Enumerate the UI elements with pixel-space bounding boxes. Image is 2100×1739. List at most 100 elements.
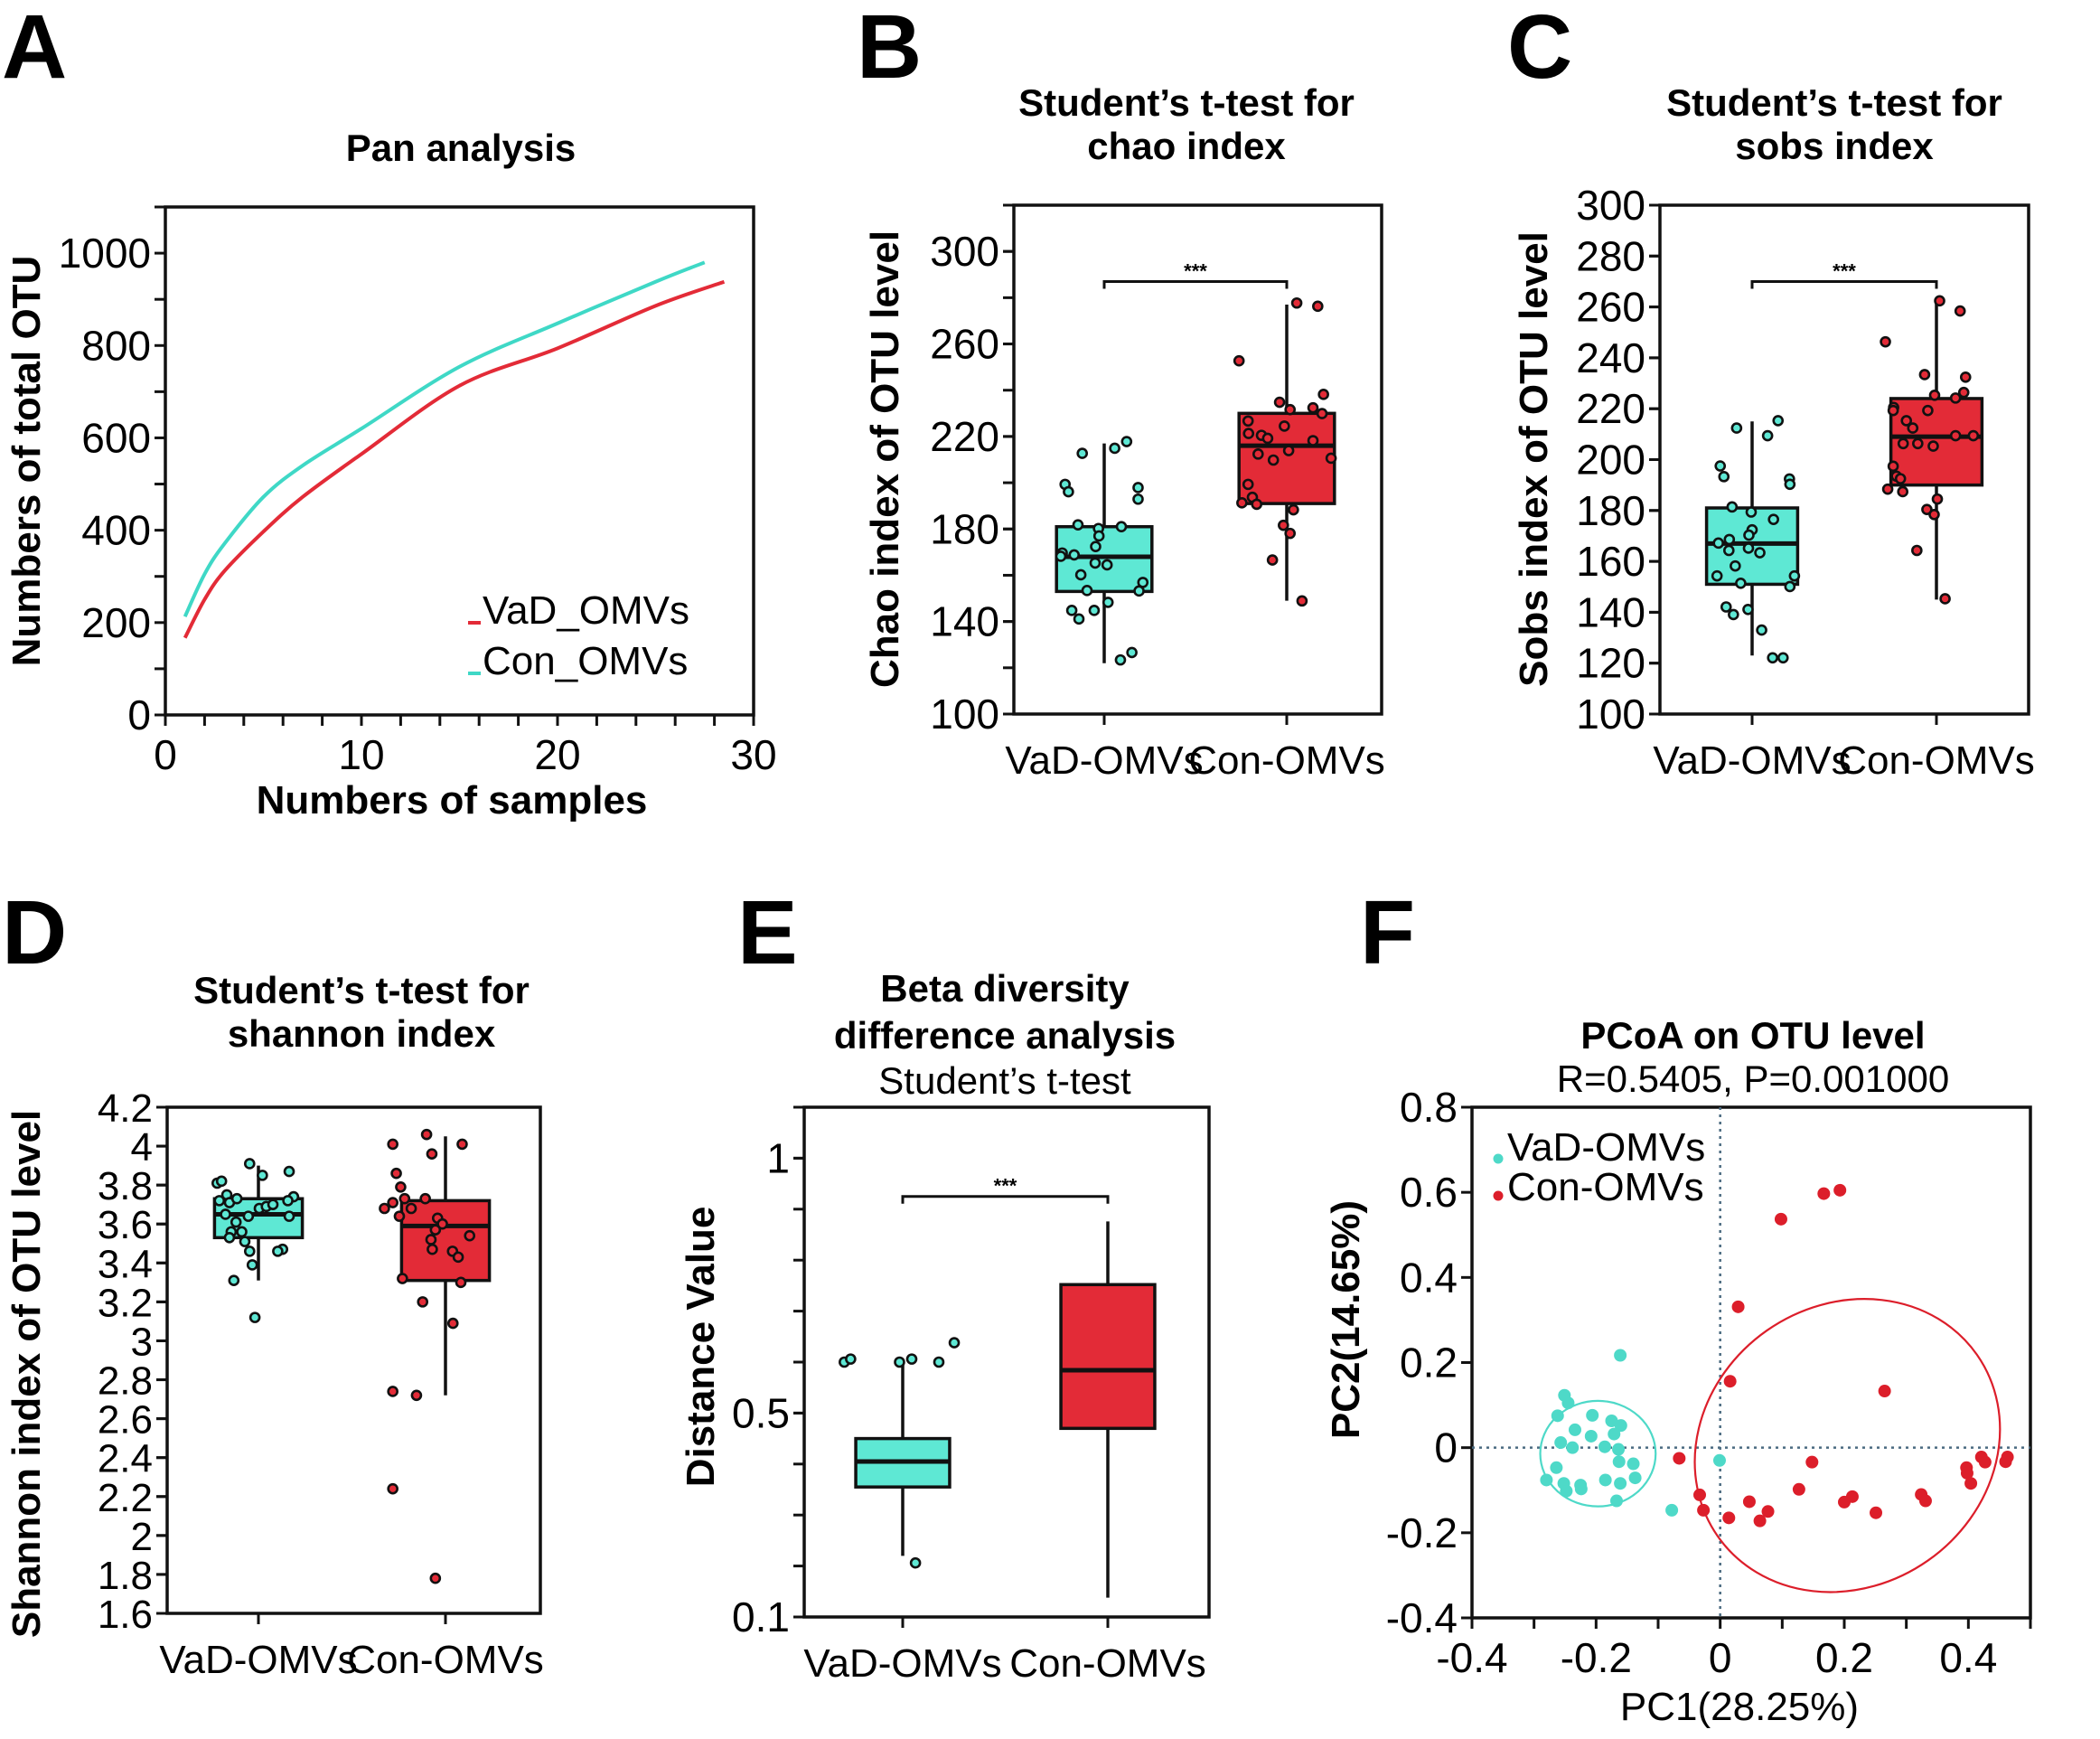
- data-point: [1784, 580, 1796, 593]
- y-tick-label: 1.6: [98, 1593, 153, 1637]
- chart-title-line-2: chao index: [1087, 125, 1286, 167]
- y-tick-label: 2: [131, 1515, 153, 1559]
- data-point: [1561, 1396, 1575, 1410]
- y-tick-label: 100: [1576, 691, 1645, 738]
- data-point: [1967, 429, 1980, 442]
- data-point: [1881, 483, 1894, 495]
- y-tick-label: 280: [1576, 232, 1645, 279]
- data-point: [1252, 448, 1264, 460]
- data-point: [1754, 547, 1766, 559]
- data-point: [1743, 529, 1755, 541]
- data-point: [1627, 1457, 1640, 1471]
- plot-area: [211, 1128, 492, 1584]
- data-point: [1922, 404, 1934, 417]
- data-point: [1742, 542, 1755, 554]
- data-point: [1554, 1436, 1568, 1450]
- data-point: [1918, 369, 1931, 381]
- data-point: [1278, 519, 1289, 531]
- y-tick-label: 260: [1576, 284, 1645, 331]
- plot-area: [1472, 1107, 2030, 1618]
- chart-title-line-1: Student’s t-test for: [193, 969, 530, 1011]
- data-point: [1714, 460, 1727, 472]
- x-tick-label: VaD-OMVs: [1005, 738, 1203, 783]
- data-point: [1568, 1423, 1581, 1436]
- data-point: [1665, 1503, 1679, 1517]
- data-point: [1838, 1495, 1851, 1509]
- data-point: [1267, 454, 1280, 466]
- data-point: [1090, 540, 1102, 553]
- x-axis-label: PC1(28.25%): [1620, 1685, 1859, 1729]
- data-point: [1959, 371, 1972, 383]
- data-point: [379, 1202, 390, 1215]
- box-vad-omvs: [211, 1158, 305, 1323]
- box-vad-omvs: [839, 1337, 961, 1569]
- x-tick-label: Con-OMVs: [347, 1638, 544, 1682]
- chart-subtitle: R=0.5405, P=0.001000: [1557, 1058, 1949, 1100]
- y-tick-label: 260: [930, 321, 999, 368]
- legend: VaD-OMVs Con-OMVs: [1493, 1125, 1705, 1209]
- y-tick-label: 3.6: [98, 1203, 153, 1247]
- y-tick-label: 200: [1576, 437, 1645, 484]
- y-tick-label: 300: [1576, 182, 1645, 229]
- data-point: [390, 1167, 402, 1180]
- x-tick-label: VaD-OMVs: [1653, 738, 1851, 783]
- data-point: [1792, 1482, 1805, 1496]
- y-axis-label: Sobs index of OTU level: [1512, 231, 1556, 687]
- data-point: [905, 1353, 918, 1365]
- data-point: [1949, 392, 1962, 404]
- data-point: [1711, 569, 1723, 582]
- y-tick-label: 140: [1576, 588, 1645, 635]
- panel-letter-e: E: [737, 882, 798, 983]
- data-point: [1723, 1375, 1737, 1388]
- data-point: [1964, 1477, 1978, 1490]
- data-point: [1273, 396, 1286, 409]
- data-point: [236, 1226, 248, 1238]
- data-point: [1723, 533, 1736, 546]
- data-point: [1761, 1505, 1775, 1518]
- data-point: [1907, 422, 1919, 434]
- chart-title-line-1: Beta diversity: [880, 967, 1130, 1010]
- data-point: [446, 1317, 459, 1330]
- x-tick-label: VaD-OMVs: [803, 1641, 1001, 1686]
- data-point: [267, 1198, 279, 1210]
- y-tick-label: -0.2: [1386, 1509, 1458, 1556]
- x-tick-label: 0: [1709, 1634, 1732, 1681]
- data-point: [1720, 601, 1732, 613]
- legend-label-vad: VaD_OMVs: [483, 588, 689, 633]
- y-tick-label: 180: [1576, 487, 1645, 534]
- y-axis-label: Distance Value: [679, 1207, 723, 1488]
- data-point: [1722, 544, 1735, 557]
- data-point: [1279, 420, 1290, 432]
- y-tick-label: 160: [1576, 538, 1645, 585]
- data-point: [1833, 1183, 1847, 1197]
- x-tick-label: 20: [534, 731, 580, 778]
- data-point: [1133, 585, 1145, 597]
- data-point: [1722, 1511, 1736, 1525]
- data-point: [1317, 389, 1329, 400]
- data-point: [1697, 1503, 1711, 1517]
- significance-bracket: [901, 1195, 1110, 1204]
- y-tick-label: 100: [930, 691, 999, 738]
- plot-area: ***: [1055, 259, 1337, 666]
- panel-letter-f: F: [1360, 882, 1415, 983]
- series-line-con-omvs: [183, 260, 706, 618]
- data-point: [243, 1246, 256, 1257]
- data-point: [1878, 1385, 1891, 1398]
- data-point: [1894, 473, 1907, 484]
- data-point: [405, 1202, 417, 1215]
- y-tick-label: 120: [1576, 640, 1645, 687]
- data-point: [1735, 578, 1747, 589]
- y-tick-label: 200: [81, 599, 151, 646]
- plot-area: ***: [1704, 259, 1984, 664]
- data-point: [1550, 1461, 1563, 1474]
- plot-area: ***: [839, 1175, 1157, 1598]
- x-tick-label: 0: [154, 731, 177, 778]
- data-point: [283, 1210, 295, 1222]
- data-point: [1628, 1471, 1642, 1485]
- axes: -0.4 -0.2 0 0.2 0.4 0.6 0.8 -0.4 -0.2 0 0.2 0.4: [1386, 1084, 2032, 1681]
- plot-area: [183, 260, 726, 639]
- data-point: [948, 1337, 961, 1349]
- data-point: [1612, 1443, 1626, 1456]
- box-iqr: [1059, 1283, 1157, 1431]
